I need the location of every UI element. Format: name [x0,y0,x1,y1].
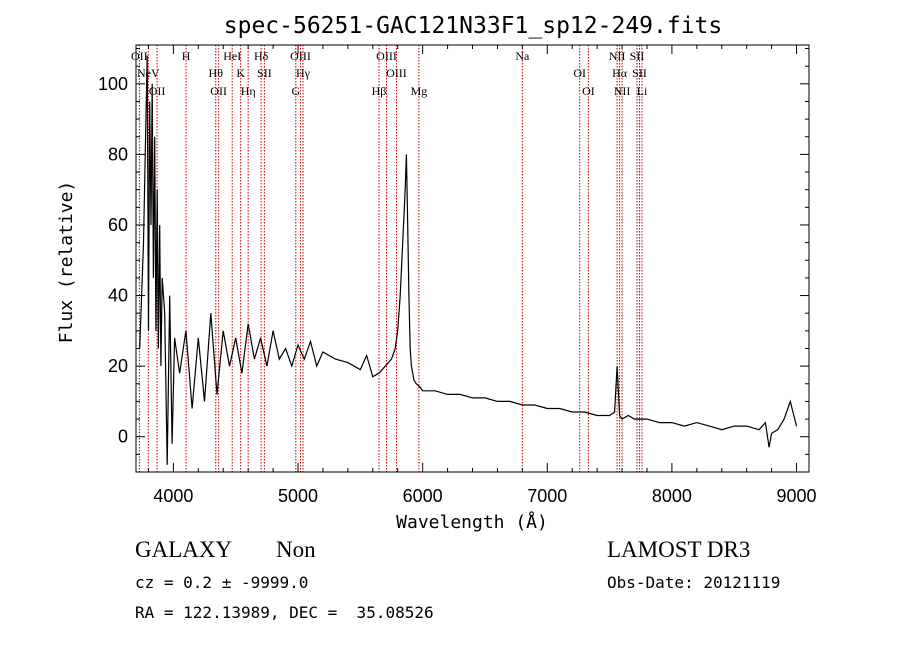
emission-line-markers [138,45,643,472]
plot-frame [135,44,810,473]
emission-line-label: K [236,66,245,80]
emission-line-label: Hγ [296,66,311,80]
emission-line-label: Hδ [254,49,269,63]
emission-line-labels: OII NeV OII H Hθ OII HeI K Hη Hδ SII G OIII Hγ Hβ OIII O… [131,49,648,98]
y-tick-label: 0 [118,427,128,447]
y-tick-label: 80 [108,144,128,164]
emission-line-label: OII [210,84,227,98]
emission-line-label: NII [614,84,631,98]
emission-line-label: Hθ [209,66,224,80]
emission-line-label: NII [609,49,626,63]
y-axis-label: Flux (relative) [56,181,77,344]
emission-line-label: HeI [223,49,241,63]
chart-title: spec-56251-GAC121N33F1_sp12-249.fits [224,13,723,39]
observation-date: Obs-Date: 20121119 [607,573,781,592]
emission-line-label: OIII [290,49,311,63]
redshift-value: cz = 0.2 ± -9999.0 [135,573,309,592]
x-tick-label: 6000 [403,486,443,506]
emission-line-label: OII [149,84,166,98]
y-tick-label: 20 [108,356,128,376]
emission-line-label: Hη [241,84,256,98]
emission-line-label: OIII [386,66,407,80]
emission-line-label: SII [257,66,272,80]
emission-line-label: Mg [411,84,428,98]
x-tick-label: 7000 [527,486,567,506]
emission-line-label: SII [630,49,645,63]
survey-name: LAMOST DR3 [607,537,751,562]
emission-line-label: NeV [137,66,160,80]
emission-line-label: Hβ [372,84,387,98]
y-tick-label: 40 [108,286,128,306]
coordinates: RA = 122.13989, DEC = 35.08526 [135,603,434,622]
emission-line-label: Hα [612,66,628,80]
x-tick-label: 4000 [153,486,193,506]
object-class: GALAXY [135,537,233,562]
y-tick-label: 100 [98,74,128,94]
y-tick-label: 60 [108,215,128,235]
x-axis-label: Wavelength (Å) [396,511,548,533]
emission-line-label: Li [637,84,648,98]
spectrum-series [139,55,798,465]
emission-line-label: Na [515,49,530,63]
object-subclass: Non [276,537,316,562]
emission-line-label: H [182,49,191,63]
spectrum-line [139,55,798,465]
emission-line-label: G [291,84,300,98]
emission-line-label: OIII [376,49,397,63]
x-tick-label: 9000 [777,486,817,506]
emission-line-label: OI [582,84,595,98]
x-tick-label: 8000 [652,486,692,506]
x-axis-ticks: 4000 5000 6000 7000 8000 9000 [147,45,817,506]
emission-line-label: OI [573,66,586,80]
y-axis-ticks: 0 20 40 60 80 100 [98,48,809,473]
emission-line-label: SII [632,66,647,80]
x-tick-label: 5000 [278,486,318,506]
emission-line-label: OII [131,49,148,63]
